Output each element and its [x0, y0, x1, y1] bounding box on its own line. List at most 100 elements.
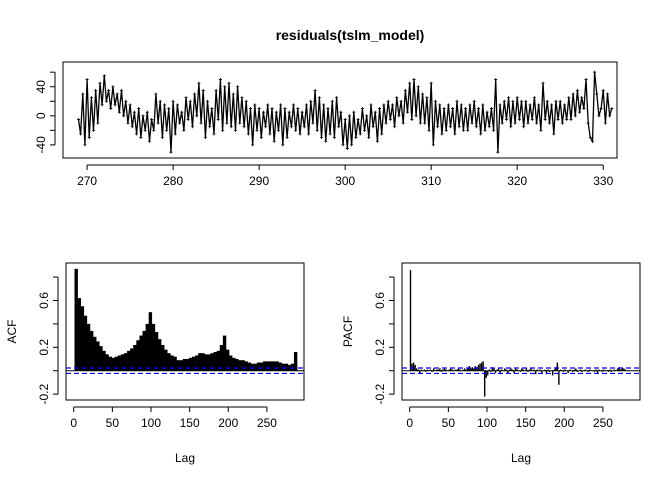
residual-point: [502, 99, 506, 103]
y-tick-label: -40: [34, 136, 48, 154]
x-tick-label: 310: [421, 174, 441, 188]
residual-point: [588, 136, 592, 140]
residual-point: [509, 125, 513, 129]
residual-point: [285, 136, 289, 140]
residual-point: [246, 132, 250, 136]
acf-bar: [222, 335, 227, 371]
residual-point: [455, 99, 459, 103]
x-tick-label: 150: [180, 416, 200, 430]
acf-bar: [284, 363, 289, 371]
residual-point: [457, 125, 461, 129]
residual-point: [401, 121, 405, 125]
residual-point: [326, 107, 330, 111]
residual-point: [156, 121, 160, 125]
acf-bar: [173, 356, 177, 371]
acf-bar: [170, 355, 174, 371]
residual-point: [371, 125, 375, 129]
residual-point: [412, 77, 416, 81]
residual-point: [550, 103, 554, 107]
residual-point: [304, 103, 308, 107]
residual-point: [545, 99, 549, 103]
x-tick-label: 250: [593, 416, 613, 430]
residual-point: [578, 110, 582, 114]
residual-point: [337, 125, 341, 129]
acf-bar: [185, 359, 190, 371]
residual-point: [292, 103, 296, 107]
acf-bar: [235, 359, 239, 371]
residual-point: [261, 110, 265, 114]
residual-point: [580, 96, 584, 100]
residual-point: [169, 150, 173, 154]
residual-point: [98, 81, 102, 85]
residual-point: [171, 99, 175, 103]
residual-point: [446, 103, 450, 107]
residual-point: [472, 99, 476, 103]
residual-point: [599, 107, 603, 111]
residual-point: [139, 136, 143, 140]
residual-point: [322, 103, 326, 107]
residual-point: [94, 88, 98, 92]
acf-bar: [198, 353, 202, 371]
residual-point: [468, 103, 472, 107]
residual-point: [163, 103, 167, 107]
residual-point: [83, 143, 87, 147]
residual-point: [307, 132, 311, 136]
residual-point: [89, 96, 93, 100]
y-tick-label: 0.6: [37, 292, 51, 309]
residual-point: [218, 77, 222, 81]
residual-point: [494, 77, 498, 81]
acf-bar: [151, 323, 156, 371]
residual-point: [309, 99, 313, 103]
plot-box: [65, 262, 305, 401]
acf-bar: [263, 361, 267, 371]
residual-point: [511, 99, 515, 103]
residual-point: [257, 107, 261, 111]
residual-point: [276, 128, 280, 132]
residual-point: [231, 92, 235, 96]
acf-bar: [133, 344, 137, 371]
acf-bar: [167, 353, 171, 371]
plot-box: [62, 61, 618, 159]
residual-point: [289, 125, 293, 129]
residual-point: [87, 136, 91, 140]
residual-point: [444, 128, 448, 132]
residual-point: [270, 107, 274, 111]
acf-bar: [210, 353, 214, 371]
x-tick-label: 100: [477, 416, 497, 430]
acf-bar: [96, 341, 100, 371]
residual-point: [186, 117, 190, 121]
residual-point: [104, 99, 108, 103]
residual-point: [199, 121, 203, 125]
residual-point: [593, 70, 597, 74]
residual-point: [300, 110, 304, 114]
acf-bar: [145, 323, 149, 371]
residual-point: [477, 107, 480, 111]
residual-point: [124, 99, 128, 103]
residual-point: [193, 92, 197, 96]
residual-point: [603, 121, 607, 125]
acf-bar: [250, 363, 255, 371]
acf-bar: [139, 335, 143, 371]
residual-point: [317, 96, 321, 100]
residual-point: [567, 96, 571, 100]
residual-point: [184, 96, 188, 100]
residual-point: [410, 117, 414, 121]
x-tick-label: 100: [141, 416, 161, 430]
residual-point: [111, 85, 115, 89]
acf-bar: [80, 306, 85, 371]
residual-point: [332, 136, 336, 140]
acf-bar: [93, 336, 97, 371]
x-tick-label: 290: [249, 174, 269, 188]
residual-point: [85, 77, 89, 81]
residual-point: [208, 125, 212, 129]
residual-point: [535, 121, 539, 125]
residual-point: [154, 92, 158, 96]
plot-box: [401, 262, 641, 401]
y-tick-label: 0: [34, 112, 48, 119]
residual-point: [158, 99, 162, 103]
residual-point: [541, 81, 545, 85]
residual-point: [251, 143, 255, 147]
residual-point: [223, 85, 227, 89]
residual-point: [180, 110, 184, 114]
residual-point: [195, 114, 199, 118]
